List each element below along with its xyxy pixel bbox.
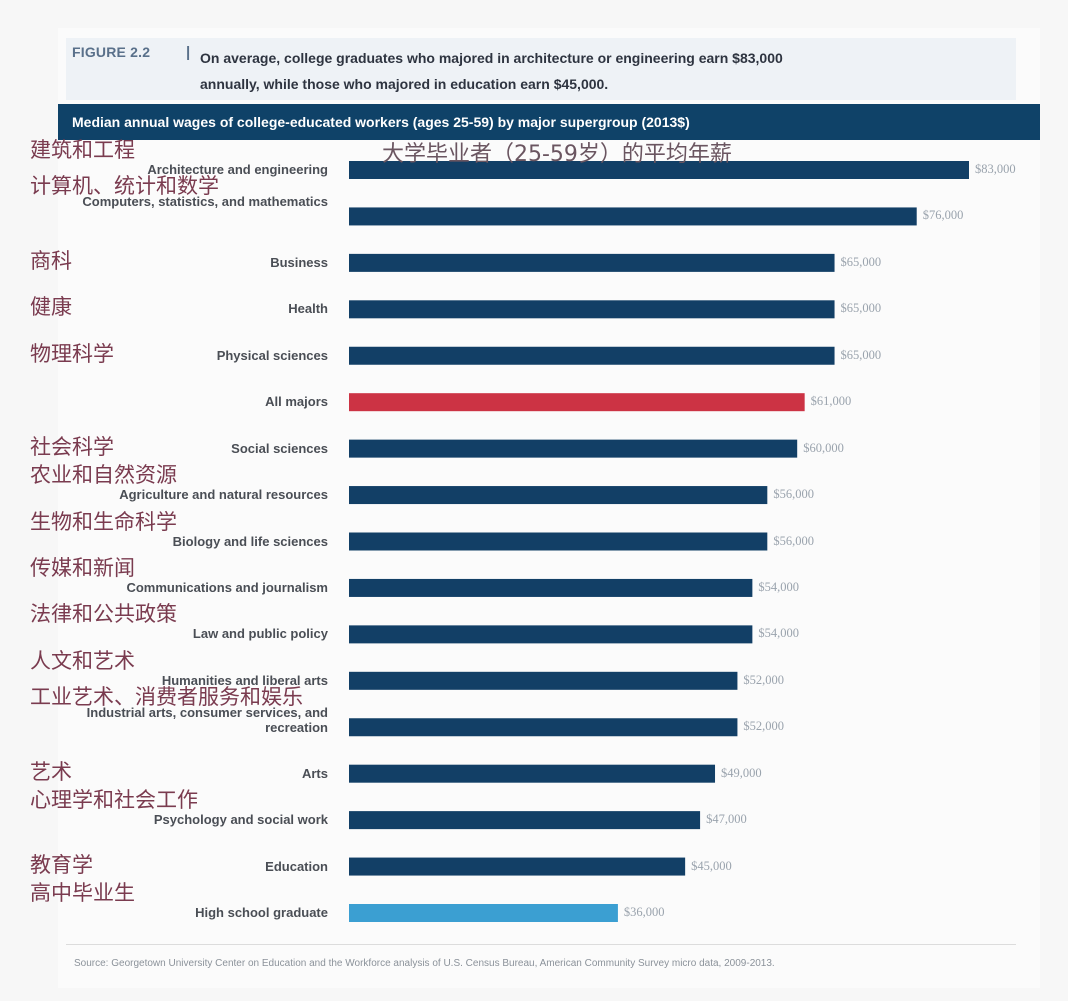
category-label: Social sciences bbox=[231, 440, 328, 456]
source-note: Source: Georgetown University Center on … bbox=[74, 958, 775, 969]
category-label: All majors bbox=[265, 394, 328, 410]
category-label: Architecture and engineering bbox=[147, 162, 328, 177]
category-label: Industrial arts, consumer services, and … bbox=[86, 705, 328, 736]
category-label: Arts bbox=[301, 765, 328, 781]
category-label-cn: 法律和公共政策 bbox=[30, 602, 177, 627]
category-label: Health bbox=[288, 301, 328, 317]
figure-caption-line-2: annually, while those who majored in edu… bbox=[200, 76, 609, 92]
value-label: $47,000 bbox=[706, 812, 747, 827]
chart-title: Median annual wages of college-educated … bbox=[72, 114, 690, 130]
category-label: Humanities and liberal arts bbox=[161, 672, 328, 688]
category-label-cn: 工业艺术、消费者服务和娱乐 bbox=[30, 685, 303, 710]
value-label: $52,000 bbox=[743, 672, 785, 687]
category-label-cn: 生物和生命科学 bbox=[30, 509, 177, 534]
category-label: Biology and life sciences bbox=[172, 533, 328, 549]
chart-title-bar bbox=[58, 104, 1040, 140]
bar bbox=[349, 857, 686, 876]
bar bbox=[349, 486, 768, 505]
value-label: $54,000 bbox=[758, 579, 799, 594]
bar bbox=[349, 904, 618, 922]
bar bbox=[349, 253, 835, 272]
value-label: $61,000 bbox=[810, 394, 852, 409]
category-label-cn: 物理科学 bbox=[30, 341, 114, 366]
bar bbox=[349, 439, 798, 458]
bar bbox=[349, 671, 738, 690]
bar bbox=[349, 300, 835, 319]
bar bbox=[349, 764, 716, 783]
category-label: Computers, statistics, and mathematics bbox=[82, 194, 328, 210]
category-label-cn: 艺术 bbox=[30, 759, 72, 784]
category-label-cn: 建筑和工程 bbox=[30, 138, 135, 162]
bar bbox=[349, 532, 768, 551]
bar bbox=[349, 161, 969, 179]
category-label: Communications and journalism bbox=[126, 579, 328, 595]
value-label: $36,000 bbox=[623, 905, 665, 919]
bar bbox=[349, 346, 835, 365]
category-label-cn: 高中毕业生 bbox=[30, 881, 135, 905]
value-label: $83,000 bbox=[975, 162, 1016, 176]
category-label-cn: 健康 bbox=[30, 295, 72, 320]
figure-header bbox=[66, 38, 1016, 100]
value-label: $60,000 bbox=[803, 440, 844, 455]
bar bbox=[349, 578, 753, 597]
bar bbox=[349, 393, 805, 412]
value-label: $56,000 bbox=[773, 487, 814, 502]
chart-subtitle-cn: 大学毕业者（25-59岁）的平均年薪 bbox=[382, 142, 732, 167]
source-divider bbox=[66, 944, 1016, 945]
value-label: $65,000 bbox=[840, 301, 882, 316]
bar bbox=[349, 207, 917, 226]
category-label: Business bbox=[270, 254, 328, 270]
figure-caption-line-1: On average, college graduates who majore… bbox=[200, 50, 783, 66]
category-label-cn: 传媒和新闻 bbox=[30, 555, 135, 580]
bar bbox=[349, 718, 738, 737]
value-label: $45,000 bbox=[691, 858, 732, 873]
value-label: $56,000 bbox=[773, 533, 814, 548]
category-label-cn: 心理学和社会工作 bbox=[30, 788, 198, 813]
figure-separator: | bbox=[186, 44, 191, 61]
value-label: $65,000 bbox=[840, 347, 882, 362]
value-label: $49,000 bbox=[721, 765, 762, 780]
value-label: $52,000 bbox=[743, 719, 785, 734]
category-label: Physical sciences bbox=[216, 347, 328, 363]
category-label-cn: 计算机、统计和数学 bbox=[30, 174, 219, 199]
category-label: Agriculture and natural resources bbox=[119, 487, 328, 503]
value-label: $76,000 bbox=[922, 208, 964, 223]
category-label-cn: 农业和自然资源 bbox=[30, 463, 177, 488]
figure-label: FIGURE 2.2 bbox=[72, 44, 151, 60]
category-label-cn: 人文和艺术 bbox=[30, 648, 135, 673]
category-label-cn: 商科 bbox=[30, 248, 72, 273]
category-label-cn: 教育学 bbox=[30, 852, 93, 877]
value-label: $54,000 bbox=[758, 626, 799, 641]
bar bbox=[349, 625, 753, 644]
category-label-cn: 社会科学 bbox=[30, 434, 114, 459]
category-label: Law and public policy bbox=[192, 626, 328, 642]
category-label: Psychology and social work bbox=[153, 812, 328, 828]
category-label: Education bbox=[265, 858, 328, 874]
bar bbox=[349, 811, 701, 830]
category-label: High school graduate bbox=[195, 905, 328, 920]
value-label: $65,000 bbox=[840, 254, 882, 269]
figure-caption: On average, college graduates who majore… bbox=[200, 45, 1000, 97]
